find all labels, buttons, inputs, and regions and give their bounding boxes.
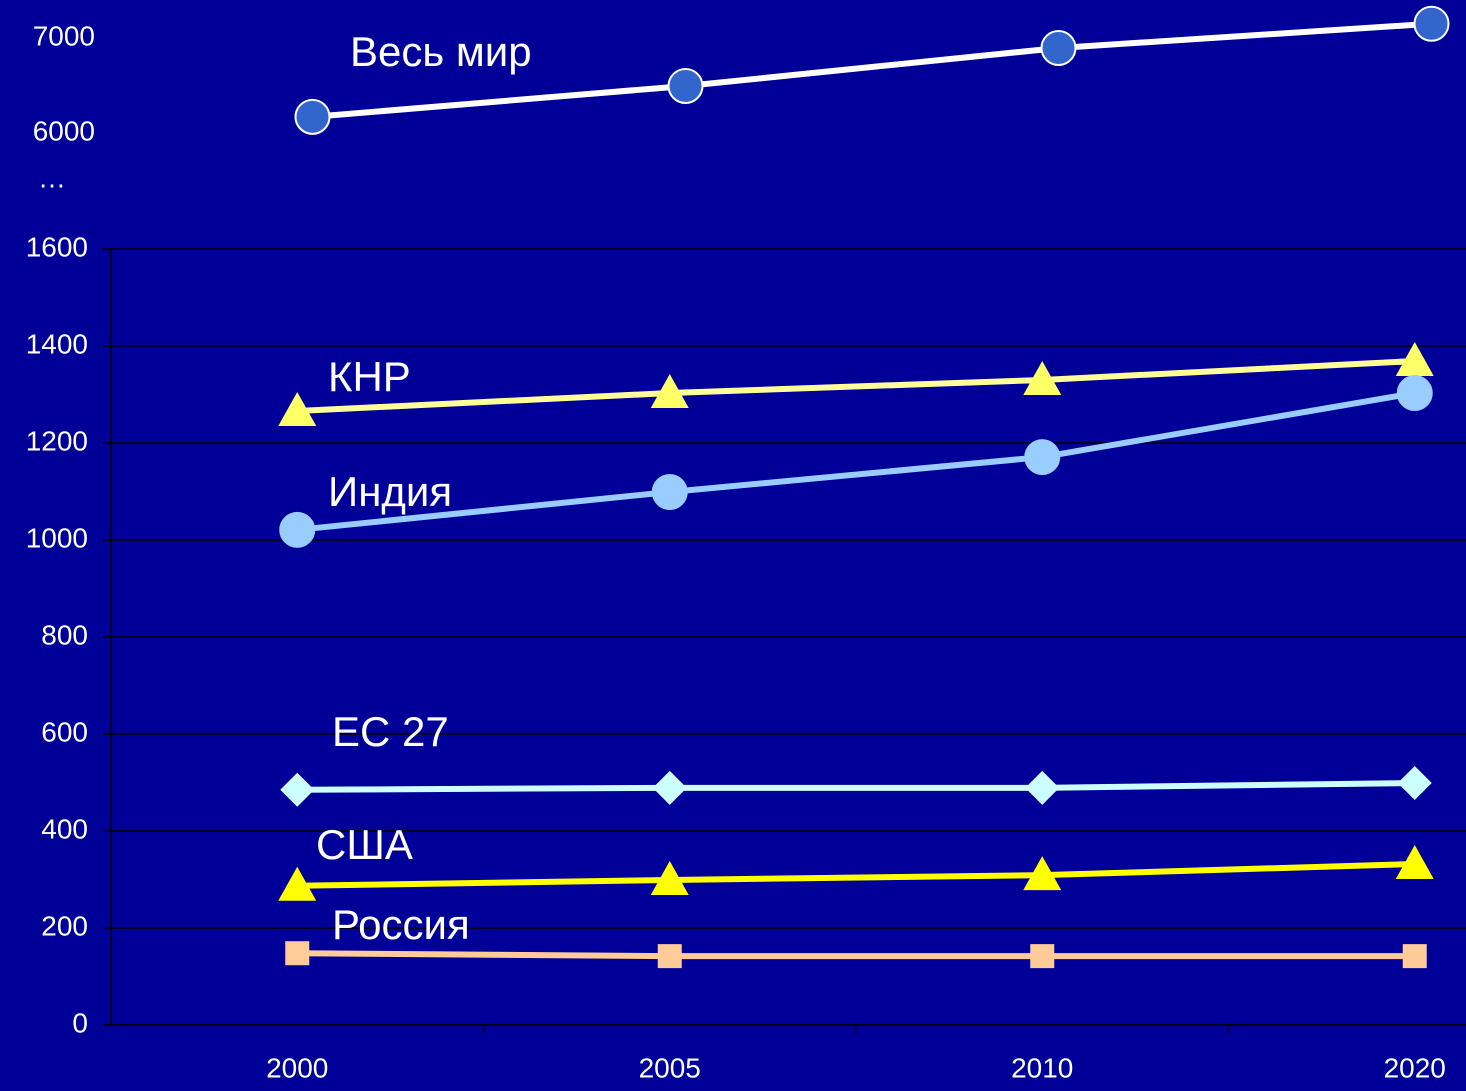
- y-tick-label: 0: [72, 1007, 88, 1038]
- y-tick-label: 1600: [26, 231, 88, 262]
- marker: [294, 98, 331, 135]
- series-line: [297, 860, 1415, 889]
- series-line: [297, 358, 1415, 414]
- marker: [650, 860, 689, 895]
- marker: [1402, 944, 1427, 969]
- marker: [285, 941, 310, 966]
- y2-tick-label: 6000: [33, 115, 95, 146]
- series-label: Индия: [328, 468, 452, 515]
- marker: [1396, 375, 1433, 412]
- axis-break: …: [38, 162, 66, 193]
- x-tick-label: 2000: [266, 1052, 328, 1083]
- series-label: КНР: [328, 353, 411, 400]
- x-tick-label: 2005: [639, 1052, 701, 1083]
- x-tick-label: 2020: [1384, 1052, 1446, 1083]
- marker: [1025, 770, 1060, 805]
- marker: [1397, 765, 1432, 800]
- y-tick-label: 1200: [26, 425, 88, 456]
- series-label: ЕС 27: [332, 708, 449, 755]
- marker: [1023, 360, 1062, 395]
- marker: [1395, 342, 1434, 377]
- y2-tick-label: 7000: [33, 20, 95, 51]
- marker: [651, 473, 688, 510]
- y-tick-label: 400: [41, 813, 88, 844]
- series-line: [296, 390, 1416, 533]
- series-label: Весь мир: [350, 28, 532, 75]
- y-tick-label: 600: [41, 716, 88, 747]
- y-tick-label: 200: [41, 910, 88, 941]
- x-tick-label: 2010: [1011, 1052, 1073, 1083]
- marker: [1030, 944, 1055, 969]
- series-label: Россия: [332, 901, 470, 948]
- y-tick-label: 800: [41, 619, 88, 650]
- marker: [1395, 844, 1434, 879]
- marker: [667, 67, 704, 104]
- marker: [1023, 856, 1062, 891]
- marker: [657, 944, 682, 969]
- marker: [279, 511, 316, 548]
- marker: [278, 391, 317, 426]
- marker: [1040, 29, 1077, 66]
- marker: [652, 770, 687, 805]
- series-line: [297, 950, 1415, 960]
- marker: [650, 374, 689, 409]
- marker: [1024, 439, 1061, 476]
- y-tick-label: 1400: [26, 328, 88, 359]
- series-line: [297, 779, 1415, 793]
- y-tick-label: 1000: [26, 522, 88, 553]
- marker: [278, 866, 317, 901]
- marker: [1413, 5, 1450, 42]
- series-label: США: [316, 821, 413, 868]
- marker: [280, 772, 315, 807]
- series-line: [312, 20, 1432, 120]
